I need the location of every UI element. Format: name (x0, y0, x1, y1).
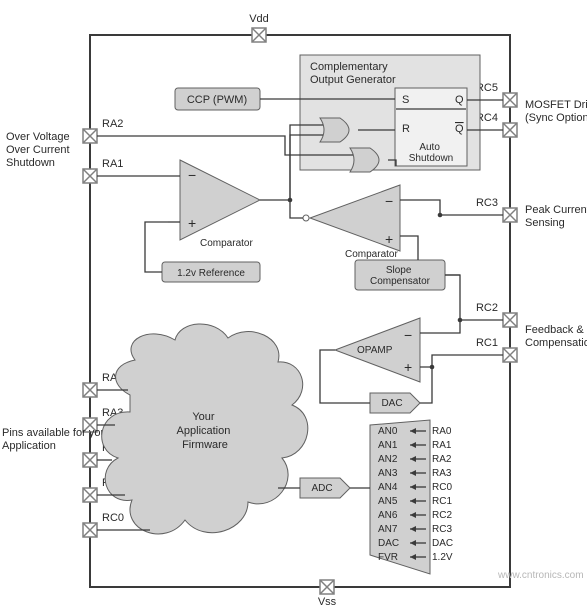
pin-ra2 (83, 129, 97, 143)
adc-ch-an2: AN2 (378, 454, 398, 465)
pin-label-rc2: RC2 (476, 302, 498, 314)
vss-label: Vss (318, 596, 337, 605)
pin-ra5 (83, 488, 97, 502)
adc-ch-an1: AN1 (378, 440, 398, 451)
firmware-cloud: Your Application Firmware (102, 324, 308, 534)
adc-src-an2: RA2 (432, 454, 452, 465)
block-diagram: Vdd Vss RA2RA1RA0RA3RA4RA5RC0 RC5RC4RC3R… (0, 0, 587, 605)
lbl-peak: Peak Current Sensing (525, 204, 587, 229)
svg-text:ADC: ADC (311, 483, 332, 494)
svg-text:−: − (385, 193, 393, 209)
lbl-ov-oc: Over Voltage Over Current Shutdown (6, 131, 73, 169)
cog-title: Complementary Output Generator (310, 61, 396, 86)
vref-label: 1.2v Reference (177, 268, 245, 279)
pin-vdd: Vdd (249, 13, 269, 42)
pin-rc5 (503, 93, 517, 107)
ccp-label: CCP (PWM) (187, 94, 247, 106)
pin-rc4 (503, 123, 517, 137)
svg-text:OPAMP: OPAMP (357, 345, 393, 356)
adc-src-an6: RC2 (432, 510, 452, 521)
adc-ch-fvr: FVR (378, 552, 398, 563)
comparator1: − + Comparator (180, 160, 260, 249)
svg-text:DAC: DAC (381, 398, 402, 409)
pin-rc1 (503, 348, 517, 362)
pin-label-rc3: RC3 (476, 197, 498, 209)
svg-text:−: − (188, 167, 196, 183)
adc-src-an4: RC0 (432, 482, 452, 493)
cog-s: S (402, 94, 409, 106)
adc-ch-an6: AN6 (378, 510, 398, 521)
pin-label-ra1: RA1 (102, 158, 123, 170)
comparator2: − + Comparator (310, 185, 400, 260)
pin-ra1 (83, 169, 97, 183)
cog-q: Q (455, 94, 464, 106)
pin-label-rc0: RC0 (102, 512, 124, 524)
svg-text:Comparator: Comparator (345, 249, 398, 260)
vdd-label: Vdd (249, 13, 269, 25)
adc-src-fvr: 1.2V (432, 552, 453, 563)
adc-src-an3: RA3 (432, 468, 452, 479)
or-gate-sd (350, 148, 379, 172)
pin-vss: Vss (318, 580, 337, 605)
pin-rc0 (83, 523, 97, 537)
svg-text:+: + (188, 215, 196, 231)
adc-src-an7: RC3 (432, 524, 452, 535)
adc-src-an1: RA1 (432, 440, 452, 451)
cog-r: R (402, 123, 410, 135)
svg-text:Comparator: Comparator (200, 238, 253, 249)
pin-label-rc1: RC1 (476, 337, 498, 349)
svg-text:+: + (404, 359, 412, 375)
adc-src-an5: RC1 (432, 496, 452, 507)
adc-ch-an7: AN7 (378, 524, 398, 535)
pin-ra0 (83, 383, 97, 397)
lbl-mosfet: MOSFET Drives (Sync Optional) (525, 99, 587, 124)
svg-text:+: + (385, 231, 393, 247)
adc-ch-an0: AN0 (378, 426, 398, 437)
adc-ch-an3: AN3 (378, 468, 398, 479)
pin-label-ra2: RA2 (102, 118, 123, 130)
adc-block: ADC (300, 478, 350, 498)
pin-rc3 (503, 208, 517, 222)
watermark: www.cntronics.com (497, 570, 584, 581)
cog-qbar: Q (455, 123, 464, 135)
adc-src-an0: RA0 (432, 426, 452, 437)
pin-ra4 (83, 453, 97, 467)
opamp: − + OPAMP (335, 318, 420, 382)
adc-ch-an5: AN5 (378, 496, 398, 507)
svg-text:−: − (404, 327, 412, 343)
dac-block: DAC (370, 393, 420, 413)
adc-ch-dac: DAC (378, 538, 399, 549)
pin-rc2 (503, 313, 517, 327)
adc-ch-an4: AN4 (378, 482, 398, 493)
or-gate-r (320, 118, 349, 142)
lbl-app-pins: Pins available for your Application (2, 427, 113, 452)
adc-src-dac: DAC (432, 538, 453, 549)
lbl-feedback: Feedback & Compensation (525, 324, 587, 349)
